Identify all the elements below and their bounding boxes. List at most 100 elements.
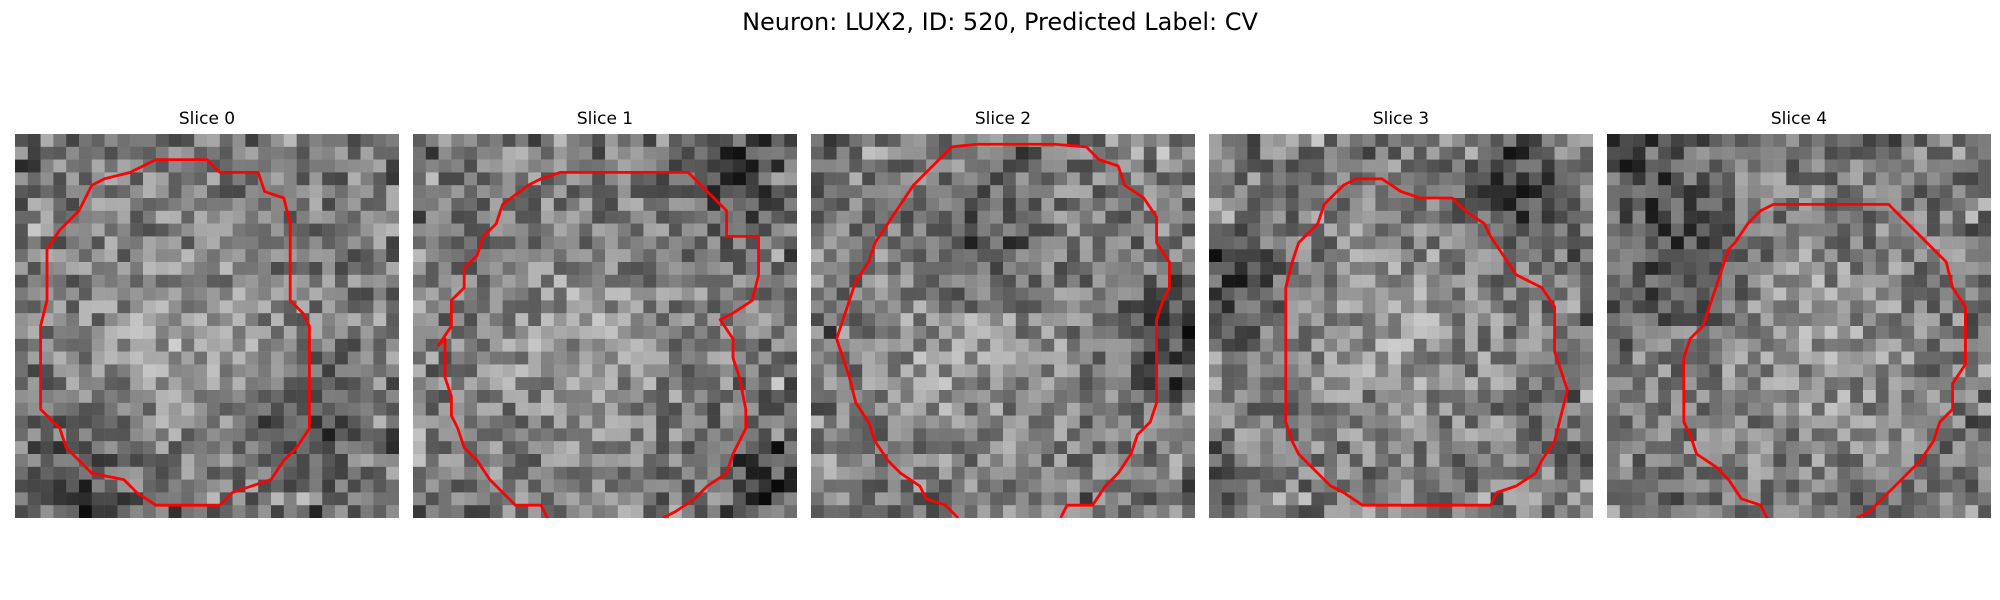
image-pixel	[181, 313, 195, 327]
image-pixel	[1285, 146, 1299, 160]
image-pixel	[1696, 492, 1710, 506]
image-pixel	[1696, 274, 1710, 288]
image-pixel	[926, 185, 940, 199]
image-pixel	[296, 198, 310, 212]
image-pixel	[951, 210, 965, 224]
image-pixel	[745, 198, 759, 212]
image-pixel	[1015, 415, 1029, 429]
slice-image	[1607, 134, 1991, 518]
image-pixel	[1003, 223, 1017, 237]
image-pixel	[669, 159, 683, 173]
image-pixel	[91, 185, 105, 199]
image-pixel	[605, 364, 619, 378]
image-pixel	[951, 287, 965, 301]
image-pixel	[373, 351, 387, 365]
image-pixel	[1490, 479, 1504, 493]
image-pixel	[1337, 390, 1351, 404]
image-pixel	[1541, 415, 1555, 429]
image-pixel	[1965, 159, 1979, 173]
image-pixel	[1786, 159, 1800, 173]
image-pixel	[438, 172, 452, 186]
image-pixel	[1863, 313, 1877, 327]
image-pixel	[1388, 287, 1402, 301]
image-pixel	[1221, 146, 1235, 160]
image-pixel	[1298, 492, 1312, 506]
image-pixel	[1671, 172, 1685, 186]
image-pixel	[1799, 377, 1813, 391]
image-pixel	[347, 159, 361, 173]
image-pixel	[1516, 300, 1530, 314]
image-pixel	[733, 351, 747, 365]
image-pixel	[1863, 338, 1877, 352]
image-pixel	[1234, 210, 1248, 224]
image-pixel	[1041, 274, 1055, 288]
image-pixel	[1311, 377, 1325, 391]
image-pixel	[951, 262, 965, 276]
image-pixel	[1273, 466, 1287, 480]
image-pixel	[91, 249, 105, 263]
image-pixel	[1234, 492, 1248, 506]
image-pixel	[1901, 198, 1915, 212]
image-pixel	[1260, 441, 1274, 455]
image-pixel	[669, 300, 683, 314]
image-pixel	[605, 274, 619, 288]
image-pixel	[1863, 300, 1877, 314]
image-pixel	[1003, 505, 1017, 518]
image-pixel	[1054, 415, 1068, 429]
image-pixel	[1875, 338, 1889, 352]
image-pixel	[617, 402, 631, 416]
image-pixel	[515, 236, 529, 250]
image-pixel	[438, 441, 452, 455]
image-pixel	[232, 351, 246, 365]
image-pixel	[1554, 249, 1568, 263]
image-pixel	[528, 300, 542, 314]
image-pixel	[1747, 287, 1761, 301]
image-pixel	[117, 415, 131, 429]
image-pixel	[1337, 441, 1351, 455]
image-pixel	[464, 146, 478, 160]
image-pixel	[1375, 134, 1389, 148]
image-pixel	[733, 466, 747, 480]
image-pixel	[207, 287, 221, 301]
image-pixel	[1234, 377, 1248, 391]
image-pixel	[1888, 134, 1902, 148]
image-pixel	[1607, 159, 1621, 173]
image-pixel	[373, 505, 387, 518]
image-pixel	[117, 505, 131, 518]
image-pixel	[322, 185, 336, 199]
image-pixel	[1401, 146, 1415, 160]
image-pixel	[541, 249, 555, 263]
image-pixel	[296, 338, 310, 352]
image-pixel	[117, 287, 131, 301]
image-pixel	[15, 159, 29, 173]
image-pixel	[1978, 492, 1991, 506]
image-pixel	[694, 313, 708, 327]
image-pixel	[1965, 492, 1979, 506]
image-pixel	[1221, 390, 1235, 404]
image-pixel	[964, 210, 978, 224]
image-pixel	[515, 479, 529, 493]
image-pixel	[1811, 479, 1825, 493]
image-pixel	[168, 198, 182, 212]
image-pixel	[1490, 402, 1504, 416]
image-pixel	[939, 479, 953, 493]
image-pixel	[413, 415, 427, 429]
image-pixel	[733, 146, 747, 160]
image-pixel	[515, 210, 529, 224]
image-pixel	[451, 492, 465, 506]
image-pixel	[1079, 415, 1093, 429]
image-pixel	[823, 364, 837, 378]
image-pixel	[1978, 377, 1991, 391]
image-pixel	[322, 274, 336, 288]
image-pixel	[1426, 492, 1440, 506]
image-pixel	[875, 134, 889, 148]
image-pixel	[849, 262, 863, 276]
image-pixel	[605, 172, 619, 186]
image-pixel	[1709, 185, 1723, 199]
image-pixel	[104, 300, 118, 314]
image-pixel	[502, 236, 516, 250]
image-pixel	[771, 492, 785, 506]
image-pixel	[1273, 364, 1287, 378]
image-pixel	[528, 287, 542, 301]
image-pixel	[181, 249, 195, 263]
